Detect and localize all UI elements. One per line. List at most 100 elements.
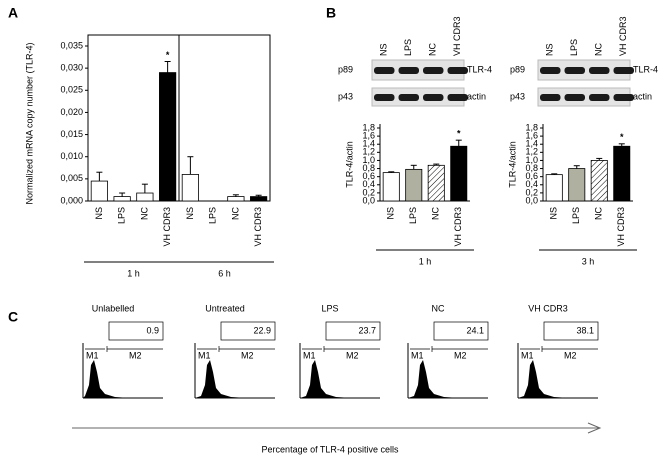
y-tick-label: 0,4 — [362, 179, 375, 189]
value-box — [543, 321, 599, 341]
blot-band — [398, 67, 419, 74]
bar — [545, 174, 563, 202]
positive-value: 38.1 — [576, 325, 594, 335]
bar — [90, 180, 108, 202]
x-tick-label: NS — [185, 207, 195, 220]
bar — [590, 160, 608, 202]
gate-label: M2 — [454, 350, 467, 360]
bar — [382, 172, 400, 202]
significance: * — [166, 50, 170, 60]
bar — [159, 72, 177, 202]
blot-band — [398, 94, 419, 101]
y-axis-label: TLR-4/actin — [344, 141, 354, 188]
y-tick-label: 0,8 — [525, 163, 538, 173]
histogram — [300, 360, 352, 398]
x-arrow-head — [587, 422, 602, 434]
blot-band — [374, 94, 395, 101]
blot-column-label: VH CDR3 — [618, 16, 628, 56]
gate-label: M1 — [411, 350, 424, 360]
group-label: 1 h — [419, 256, 432, 266]
x-tick-label: NS — [386, 207, 396, 220]
y-tick-label: 0,000 — [60, 195, 83, 205]
blot-band — [589, 94, 610, 101]
bar — [450, 145, 468, 202]
y-tick-label: 1,4 — [362, 139, 375, 149]
bar — [405, 168, 423, 202]
blot-band — [447, 94, 468, 101]
histogram — [408, 360, 460, 398]
y-tick-label: 1,0 — [525, 155, 538, 165]
x-tick-label: NC — [230, 207, 240, 220]
gate-label: M2 — [346, 350, 359, 360]
blot-band — [613, 67, 634, 74]
histogram-title: Unlabelled — [92, 303, 135, 313]
y-tick-label: 0,0 — [525, 195, 538, 205]
y-tick-label: 0,0 — [362, 195, 375, 205]
x-tick-label: NC — [139, 207, 149, 220]
bar — [250, 196, 268, 202]
panel-label: C — [8, 309, 18, 325]
flow-x-label: Percentage of TLR-4 positive cells — [262, 444, 399, 454]
blot-marker: p89 — [338, 64, 353, 74]
value-box — [325, 321, 381, 341]
bar — [113, 196, 131, 202]
gate-label: M2 — [564, 350, 577, 360]
bar — [427, 164, 445, 202]
blot-band — [613, 94, 634, 101]
x-tick-label: NS — [549, 207, 559, 220]
y-tick-label: 0,6 — [525, 171, 538, 181]
histogram-title: Untreated — [205, 303, 245, 313]
blot-protein: actin — [633, 91, 652, 101]
blot-marker: p43 — [338, 91, 353, 101]
bar — [136, 192, 154, 202]
gate-label: M2 — [241, 350, 254, 360]
y-tick-label: 1,8 — [525, 122, 538, 132]
blot-band — [447, 67, 468, 74]
group-label: 1 h — [127, 268, 140, 278]
y-tick-label: 1,0 — [362, 155, 375, 165]
blot-band — [564, 94, 585, 101]
blot-marker: p89 — [510, 64, 525, 74]
blot-protein: TLR-4 — [467, 64, 492, 74]
x-tick-label: VH CDR3 — [453, 207, 463, 247]
histogram-title: NC — [432, 303, 445, 313]
y-tick-label: 0,8 — [362, 163, 375, 173]
blot-protein: actin — [467, 91, 486, 101]
y-axis-label: TLR-4/actin — [507, 141, 517, 188]
gate-label: M1 — [86, 350, 99, 360]
x-tick-label: LPS — [408, 207, 418, 224]
y-tick-label: 1,6 — [525, 130, 538, 140]
bar — [227, 196, 245, 202]
blot-column-label: LPS — [569, 39, 579, 56]
positive-value: 23.7 — [358, 325, 376, 335]
blot-band — [589, 67, 610, 74]
positive-value: 24.1 — [466, 325, 484, 335]
x-tick-label: NS — [94, 207, 104, 220]
gate-label: M1 — [198, 350, 211, 360]
histogram-title: LPS — [321, 303, 338, 313]
blot-band — [540, 67, 561, 74]
x-tick-label: VH CDR3 — [162, 207, 172, 247]
blot-protein: TLR-4 — [633, 64, 658, 74]
blot-column-label: NS — [379, 43, 389, 56]
bar — [181, 174, 199, 202]
gate-label: M1 — [303, 350, 316, 360]
y-tick-label: 0,010 — [60, 151, 83, 161]
group-label: 3 h — [582, 256, 595, 266]
x-tick-label: LPS — [571, 207, 581, 224]
y-tick-label: 1,2 — [525, 147, 538, 157]
value-box — [433, 321, 489, 341]
x-tick-label: LPS — [117, 207, 127, 224]
x-tick-label: NC — [431, 207, 441, 220]
histogram — [83, 360, 131, 398]
gate-label: M1 — [521, 350, 534, 360]
gate-label: M2 — [129, 350, 142, 360]
x-tick-label: LPS — [208, 207, 218, 224]
y-tick-label: 1,4 — [525, 139, 538, 149]
y-tick-label: 0,4 — [525, 179, 538, 189]
blot-column-label: NC — [428, 43, 438, 56]
blot-column-label: VH CDR3 — [452, 16, 462, 56]
blot-band — [540, 94, 561, 101]
y-tick-label: 0,6 — [362, 171, 375, 181]
